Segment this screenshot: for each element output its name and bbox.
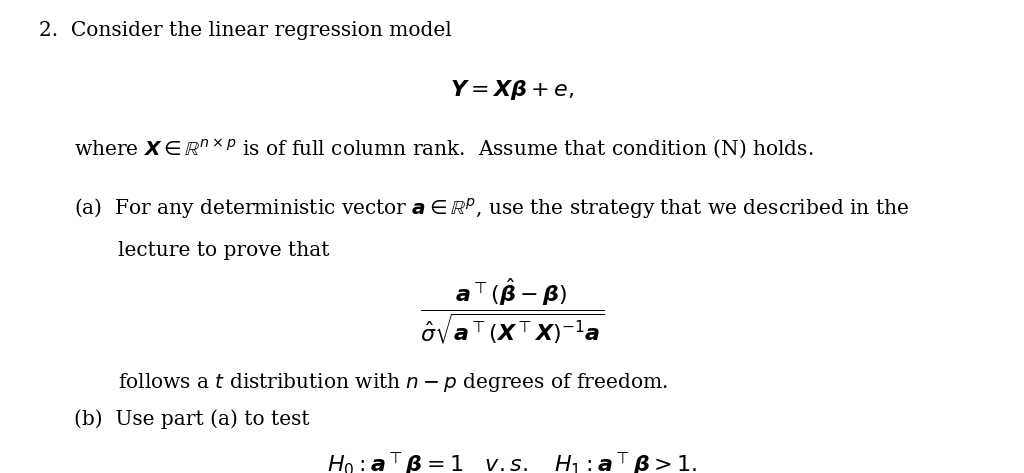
- Text: where $\boldsymbol{X} \in \mathbb{R}^{n\times p}$ is of full column rank.  Assum: where $\boldsymbol{X} \in \mathbb{R}^{n\…: [74, 137, 813, 160]
- Text: 2.  Consider the linear regression model: 2. Consider the linear regression model: [39, 21, 452, 40]
- Text: $\dfrac{\boldsymbol{a}^\top(\hat{\boldsymbol{\beta}} - \boldsymbol{\beta})}{\hat: $\dfrac{\boldsymbol{a}^\top(\hat{\boldsy…: [420, 277, 604, 346]
- Text: $H_0: \boldsymbol{a}^\top\boldsymbol{\beta} = 1 \quad v.s. \quad H_1: \boldsymbo: $H_0: \boldsymbol{a}^\top\boldsymbol{\be…: [327, 450, 697, 473]
- Text: lecture to prove that: lecture to prove that: [118, 241, 330, 260]
- Text: (a)  For any deterministic vector $\boldsymbol{a} \in \mathbb{R}^p$, use the str: (a) For any deterministic vector $\bolds…: [74, 196, 909, 220]
- Text: follows a $t$ distribution with $n - p$ degrees of freedom.: follows a $t$ distribution with $n - p$ …: [118, 371, 668, 394]
- Text: (b)  Use part (a) to test: (b) Use part (a) to test: [74, 409, 309, 429]
- Text: $\boldsymbol{Y} = \boldsymbol{X}\boldsymbol{\beta} + e,$: $\boldsymbol{Y} = \boldsymbol{X}\boldsym…: [450, 78, 574, 102]
